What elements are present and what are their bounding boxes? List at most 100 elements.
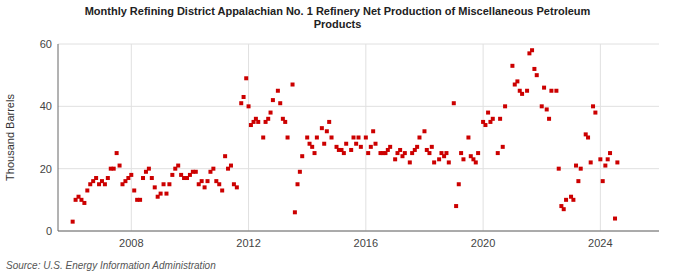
x-axis	[58, 231, 659, 232]
point	[444, 151, 448, 155]
point	[447, 160, 451, 164]
point	[498, 117, 502, 121]
point	[235, 185, 239, 189]
point	[598, 157, 602, 161]
point	[217, 182, 221, 186]
point	[276, 89, 280, 93]
point	[503, 104, 507, 108]
point	[608, 151, 612, 155]
point	[94, 176, 98, 180]
grid-line	[58, 106, 659, 107]
point	[496, 151, 500, 155]
point	[315, 136, 319, 140]
point	[310, 145, 314, 149]
point	[322, 142, 326, 146]
point	[349, 148, 353, 152]
point	[586, 136, 590, 140]
point	[601, 179, 605, 183]
point	[525, 89, 529, 93]
tick-label: 2020	[471, 237, 495, 249]
point	[540, 104, 544, 108]
point	[278, 101, 282, 105]
point	[474, 160, 478, 164]
point	[296, 182, 300, 186]
point	[515, 79, 519, 83]
point	[549, 89, 553, 93]
grid-line	[600, 44, 601, 231]
point	[427, 151, 431, 155]
point	[591, 104, 595, 108]
point	[106, 176, 110, 180]
grid-line	[248, 44, 249, 231]
point	[564, 198, 568, 202]
point	[457, 182, 461, 186]
grid-line	[58, 44, 659, 45]
point	[325, 129, 329, 133]
point	[437, 157, 441, 161]
point	[374, 142, 378, 146]
point	[354, 142, 358, 146]
point	[403, 151, 407, 155]
point	[606, 157, 610, 161]
point	[357, 136, 361, 140]
point	[576, 179, 580, 183]
point	[271, 98, 275, 102]
title: Monthly Refining District Appalachian No…	[85, 5, 591, 30]
point	[112, 167, 116, 171]
point	[547, 117, 551, 121]
tick-label: 2016	[354, 237, 378, 249]
point	[103, 182, 107, 186]
point	[452, 101, 456, 105]
tick-label: 2012	[236, 237, 260, 249]
annotation: Source: U.S. Energy Information Administ…	[6, 260, 216, 271]
tick-label: 20	[40, 163, 52, 175]
tick-label: 2008	[119, 237, 143, 249]
point	[483, 123, 487, 127]
point	[153, 185, 157, 189]
point	[129, 173, 133, 177]
tick-label: 40	[40, 100, 52, 112]
points	[71, 48, 620, 223]
point	[393, 157, 397, 161]
point	[167, 182, 171, 186]
point	[535, 73, 539, 77]
point	[293, 210, 297, 214]
point	[206, 179, 210, 183]
point	[162, 182, 166, 186]
grid-line	[131, 44, 132, 231]
point	[150, 176, 154, 180]
point	[71, 220, 75, 224]
point	[229, 164, 233, 168]
point	[371, 129, 375, 133]
point	[579, 167, 583, 171]
point	[141, 176, 145, 180]
point	[408, 160, 412, 164]
point	[422, 129, 426, 133]
point	[300, 154, 304, 158]
point	[344, 142, 348, 146]
point	[342, 151, 346, 155]
point	[554, 89, 558, 93]
point	[298, 170, 302, 174]
point	[530, 48, 534, 52]
point	[430, 145, 434, 149]
point	[239, 101, 243, 105]
point	[532, 67, 536, 71]
point	[352, 136, 356, 140]
point	[466, 136, 470, 140]
point	[220, 188, 224, 192]
tick-label: 60	[40, 38, 52, 50]
point	[398, 148, 402, 152]
point	[542, 86, 546, 90]
point	[115, 151, 119, 155]
point	[364, 136, 368, 140]
point	[415, 145, 419, 149]
point	[454, 204, 458, 208]
point	[501, 145, 505, 149]
point	[261, 136, 265, 140]
point	[242, 95, 246, 99]
point	[147, 167, 151, 171]
point	[388, 145, 392, 149]
point	[545, 107, 549, 111]
point	[211, 167, 215, 171]
